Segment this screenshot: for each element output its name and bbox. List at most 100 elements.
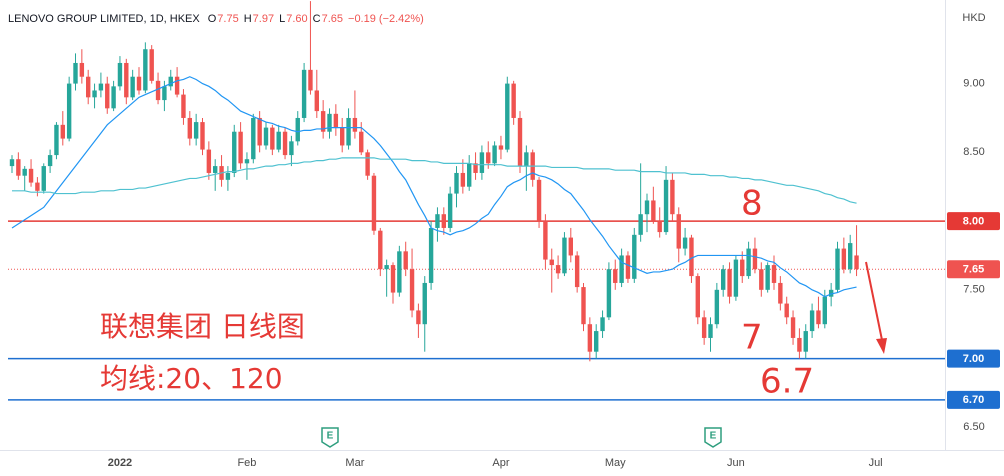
candle-body	[225, 172, 231, 180]
candle-body	[816, 310, 821, 325]
candle-body	[473, 163, 478, 173]
moving-average-line	[11, 76, 857, 298]
candle-body	[327, 113, 332, 132]
candle-body	[282, 131, 288, 156]
candle-body	[441, 214, 446, 228]
candle-body	[257, 117, 262, 146]
candle-body	[390, 265, 396, 293]
candle-body	[105, 83, 110, 109]
candle-body	[625, 255, 631, 279]
candle-body	[416, 310, 421, 325]
candle-body	[828, 289, 834, 297]
price-badge	[947, 212, 1000, 231]
candle-body	[422, 282, 427, 325]
candle-body	[193, 122, 199, 139]
candle-body	[238, 131, 243, 164]
x-tick-label: Apr	[492, 457, 509, 469]
candle-body	[740, 259, 745, 277]
candle-body	[289, 141, 294, 156]
annotation: 6.7	[760, 362, 814, 402]
candle-body	[333, 113, 339, 128]
y-tick-label: 6.50	[963, 421, 984, 433]
candle-body	[536, 179, 542, 222]
y-tick-label: 7.50	[963, 284, 984, 296]
candle-body	[822, 296, 827, 325]
candle-body	[682, 237, 688, 249]
candle-body	[162, 86, 167, 101]
candle-body	[467, 163, 472, 187]
price-badge-label: 7.00	[963, 353, 984, 365]
arrow	[865, 261, 887, 354]
candle-body	[232, 131, 237, 173]
event-marker-icon	[704, 427, 722, 448]
event-marker-label: E	[710, 431, 717, 442]
price-badge-label: 8.00	[963, 215, 984, 227]
candle-body	[66, 83, 72, 139]
candle-body	[714, 289, 720, 325]
candle-body	[340, 127, 345, 146]
candle-body	[41, 166, 46, 191]
x-tick-label: Mar	[345, 457, 364, 469]
candle-body	[251, 117, 256, 160]
candle-body	[568, 237, 573, 256]
candle-body	[378, 230, 383, 270]
candle-body	[460, 172, 466, 187]
candle-body	[708, 324, 713, 338]
price-badge	[947, 349, 1000, 368]
candle-body	[149, 49, 154, 81]
event-marker-icon	[321, 427, 339, 448]
x-tick-label: Jun	[727, 457, 745, 469]
candle-body	[835, 248, 840, 290]
candle-body	[746, 248, 751, 277]
candle-body	[721, 269, 726, 290]
candle-body	[638, 214, 643, 235]
candle-body	[397, 251, 402, 293]
candle-body	[574, 255, 580, 288]
candle-body	[276, 131, 281, 150]
candle-body	[790, 317, 796, 338]
candle-body	[263, 127, 269, 146]
x-tick-label: Jul	[869, 457, 883, 469]
candle-body	[517, 117, 523, 167]
candle-body	[594, 331, 599, 352]
candle-body	[187, 117, 192, 139]
candle-body	[524, 152, 529, 167]
candle-body	[644, 200, 650, 215]
candle-body	[16, 159, 21, 176]
candle-body	[632, 234, 637, 279]
candle-body	[778, 282, 783, 304]
candle-body	[562, 237, 567, 274]
candle-body	[270, 127, 275, 150]
annotation: 8	[741, 184, 763, 224]
quote-key: O	[208, 13, 217, 25]
candle-body	[759, 269, 764, 290]
annotation: 7	[741, 318, 763, 358]
candle-body	[854, 255, 859, 270]
candle-body	[841, 248, 847, 270]
symbol-title: LENOVO GROUP LIMITED, 1D, HKEX	[8, 13, 200, 25]
price-badge	[947, 390, 1000, 409]
candle-body	[809, 310, 815, 332]
candle-body	[73, 62, 78, 84]
candle-body	[384, 265, 389, 270]
candle-body	[9, 159, 15, 167]
price-change: −0.19 (−2.42%)	[348, 13, 424, 25]
arrow-shaft	[865, 261, 883, 341]
candle-body	[136, 76, 142, 91]
candle-body	[613, 269, 618, 283]
candle-body	[181, 94, 186, 118]
candle-body	[587, 324, 593, 352]
candle-body	[848, 243, 853, 270]
candle-body	[606, 269, 612, 318]
candle-body	[320, 111, 326, 132]
candle-body	[492, 145, 497, 164]
candle-body	[295, 117, 300, 142]
candle-body	[346, 117, 351, 146]
quote-value: 7.60	[286, 13, 307, 25]
candle-body	[486, 152, 491, 164]
candle-body	[22, 168, 27, 176]
candle-body	[765, 265, 770, 290]
overlay-layer	[11, 76, 857, 298]
